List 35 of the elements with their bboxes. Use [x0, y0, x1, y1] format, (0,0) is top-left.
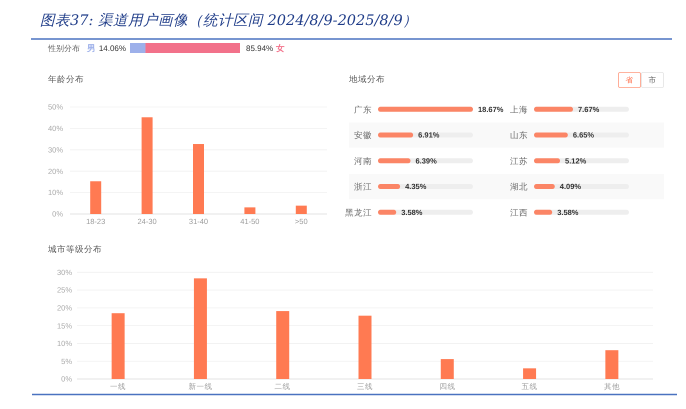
bar: [358, 316, 372, 379]
text: 男: [86, 43, 96, 53]
bar: [244, 207, 256, 214]
chart-title: 地域分布: [348, 74, 385, 84]
bar: [90, 181, 102, 214]
chart-title: 图表37: 渠道用户画像（统计区间 2024/8/9-2025/8/9）: [40, 12, 418, 29]
bar: [276, 311, 290, 379]
y-tick-label: 湖北: [510, 182, 528, 192]
y-tick-label: 广东: [354, 104, 372, 114]
chart-title: 年龄分布: [48, 74, 84, 84]
y-tick-label: 性别分布: [47, 44, 80, 53]
y-tick-label: 上海: [510, 104, 528, 114]
y-tick-label: 安徽: [354, 130, 372, 140]
data-label: 14.06%: [98, 44, 126, 53]
bar: [534, 184, 555, 190]
y-tick-label: 江苏: [510, 156, 528, 166]
bar: [378, 210, 396, 215]
chart-title: 城市等级分布: [47, 244, 102, 254]
bar: [193, 144, 204, 214]
bar: [534, 210, 552, 215]
y-tick-label: 山东: [510, 130, 528, 140]
bar: [142, 117, 153, 214]
y-tick-label: 浙江: [354, 182, 372, 192]
bar: [112, 313, 125, 379]
bar: [440, 359, 454, 379]
bar: [194, 278, 207, 379]
y-tick-label: 黑龙江: [345, 207, 372, 218]
y-tick-label: 江西: [510, 207, 528, 218]
bar: [296, 206, 307, 214]
bar: [378, 184, 400, 190]
data-label: 85.94%: [246, 44, 274, 53]
y-tick-label: 河南: [354, 156, 372, 166]
text: 女: [275, 43, 286, 53]
bar: [523, 368, 536, 379]
bar: [605, 350, 618, 379]
